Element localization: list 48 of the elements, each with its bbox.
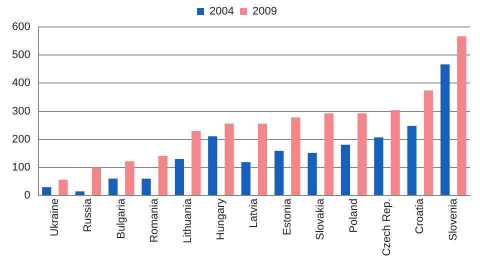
bar xyxy=(58,180,68,196)
bar xyxy=(424,90,434,196)
bar xyxy=(374,137,384,196)
x-tick-label: Hungary xyxy=(215,198,228,240)
y-tick-label: 400 xyxy=(12,77,30,90)
bar xyxy=(224,124,234,196)
x-tick-label: Poland xyxy=(348,198,360,233)
x-tick-label: Slovakia xyxy=(314,198,327,240)
bar xyxy=(142,178,151,196)
legend-label: 2004 xyxy=(210,6,234,18)
y-tick-label: 300 xyxy=(12,105,30,118)
x-tick-label: Bulgaria xyxy=(115,198,128,239)
bar xyxy=(340,144,350,196)
bar xyxy=(258,124,268,196)
bar xyxy=(291,117,300,196)
x-tick-label: Lithuania xyxy=(182,198,194,244)
y-tick-label: 200 xyxy=(12,133,30,146)
x-tick-label: Latvia xyxy=(248,198,260,228)
x-tick-label: Romania xyxy=(148,198,161,243)
bar xyxy=(457,36,466,196)
x-tick-label: Estonia xyxy=(281,198,294,236)
x-tick-label: Slovenia xyxy=(447,198,460,241)
bar xyxy=(108,178,118,196)
x-tick-label: Russia xyxy=(82,198,94,232)
bar xyxy=(42,187,52,196)
bar xyxy=(75,191,84,196)
bar xyxy=(274,150,284,196)
y-tick-label: 0 xyxy=(24,190,30,202)
bar xyxy=(192,130,201,196)
bar xyxy=(92,167,102,196)
bar xyxy=(440,64,450,196)
y-tick-label: 600 xyxy=(12,21,30,34)
x-tick-label: Czech Rep. xyxy=(381,198,394,256)
bar xyxy=(308,152,317,196)
bar xyxy=(324,113,334,196)
bar xyxy=(125,161,134,196)
bar xyxy=(208,136,218,196)
x-tick-label: Ukraine xyxy=(48,198,61,236)
bar xyxy=(390,110,400,196)
bar xyxy=(174,159,184,196)
bar xyxy=(407,126,416,196)
legend-label: 2009 xyxy=(252,6,277,18)
y-tick-label: 500 xyxy=(12,49,30,62)
x-tick-label: Croatia xyxy=(414,198,426,234)
bar xyxy=(358,113,367,196)
y-tick-label: 100 xyxy=(12,161,30,174)
bar xyxy=(241,162,250,196)
bar xyxy=(158,156,168,196)
